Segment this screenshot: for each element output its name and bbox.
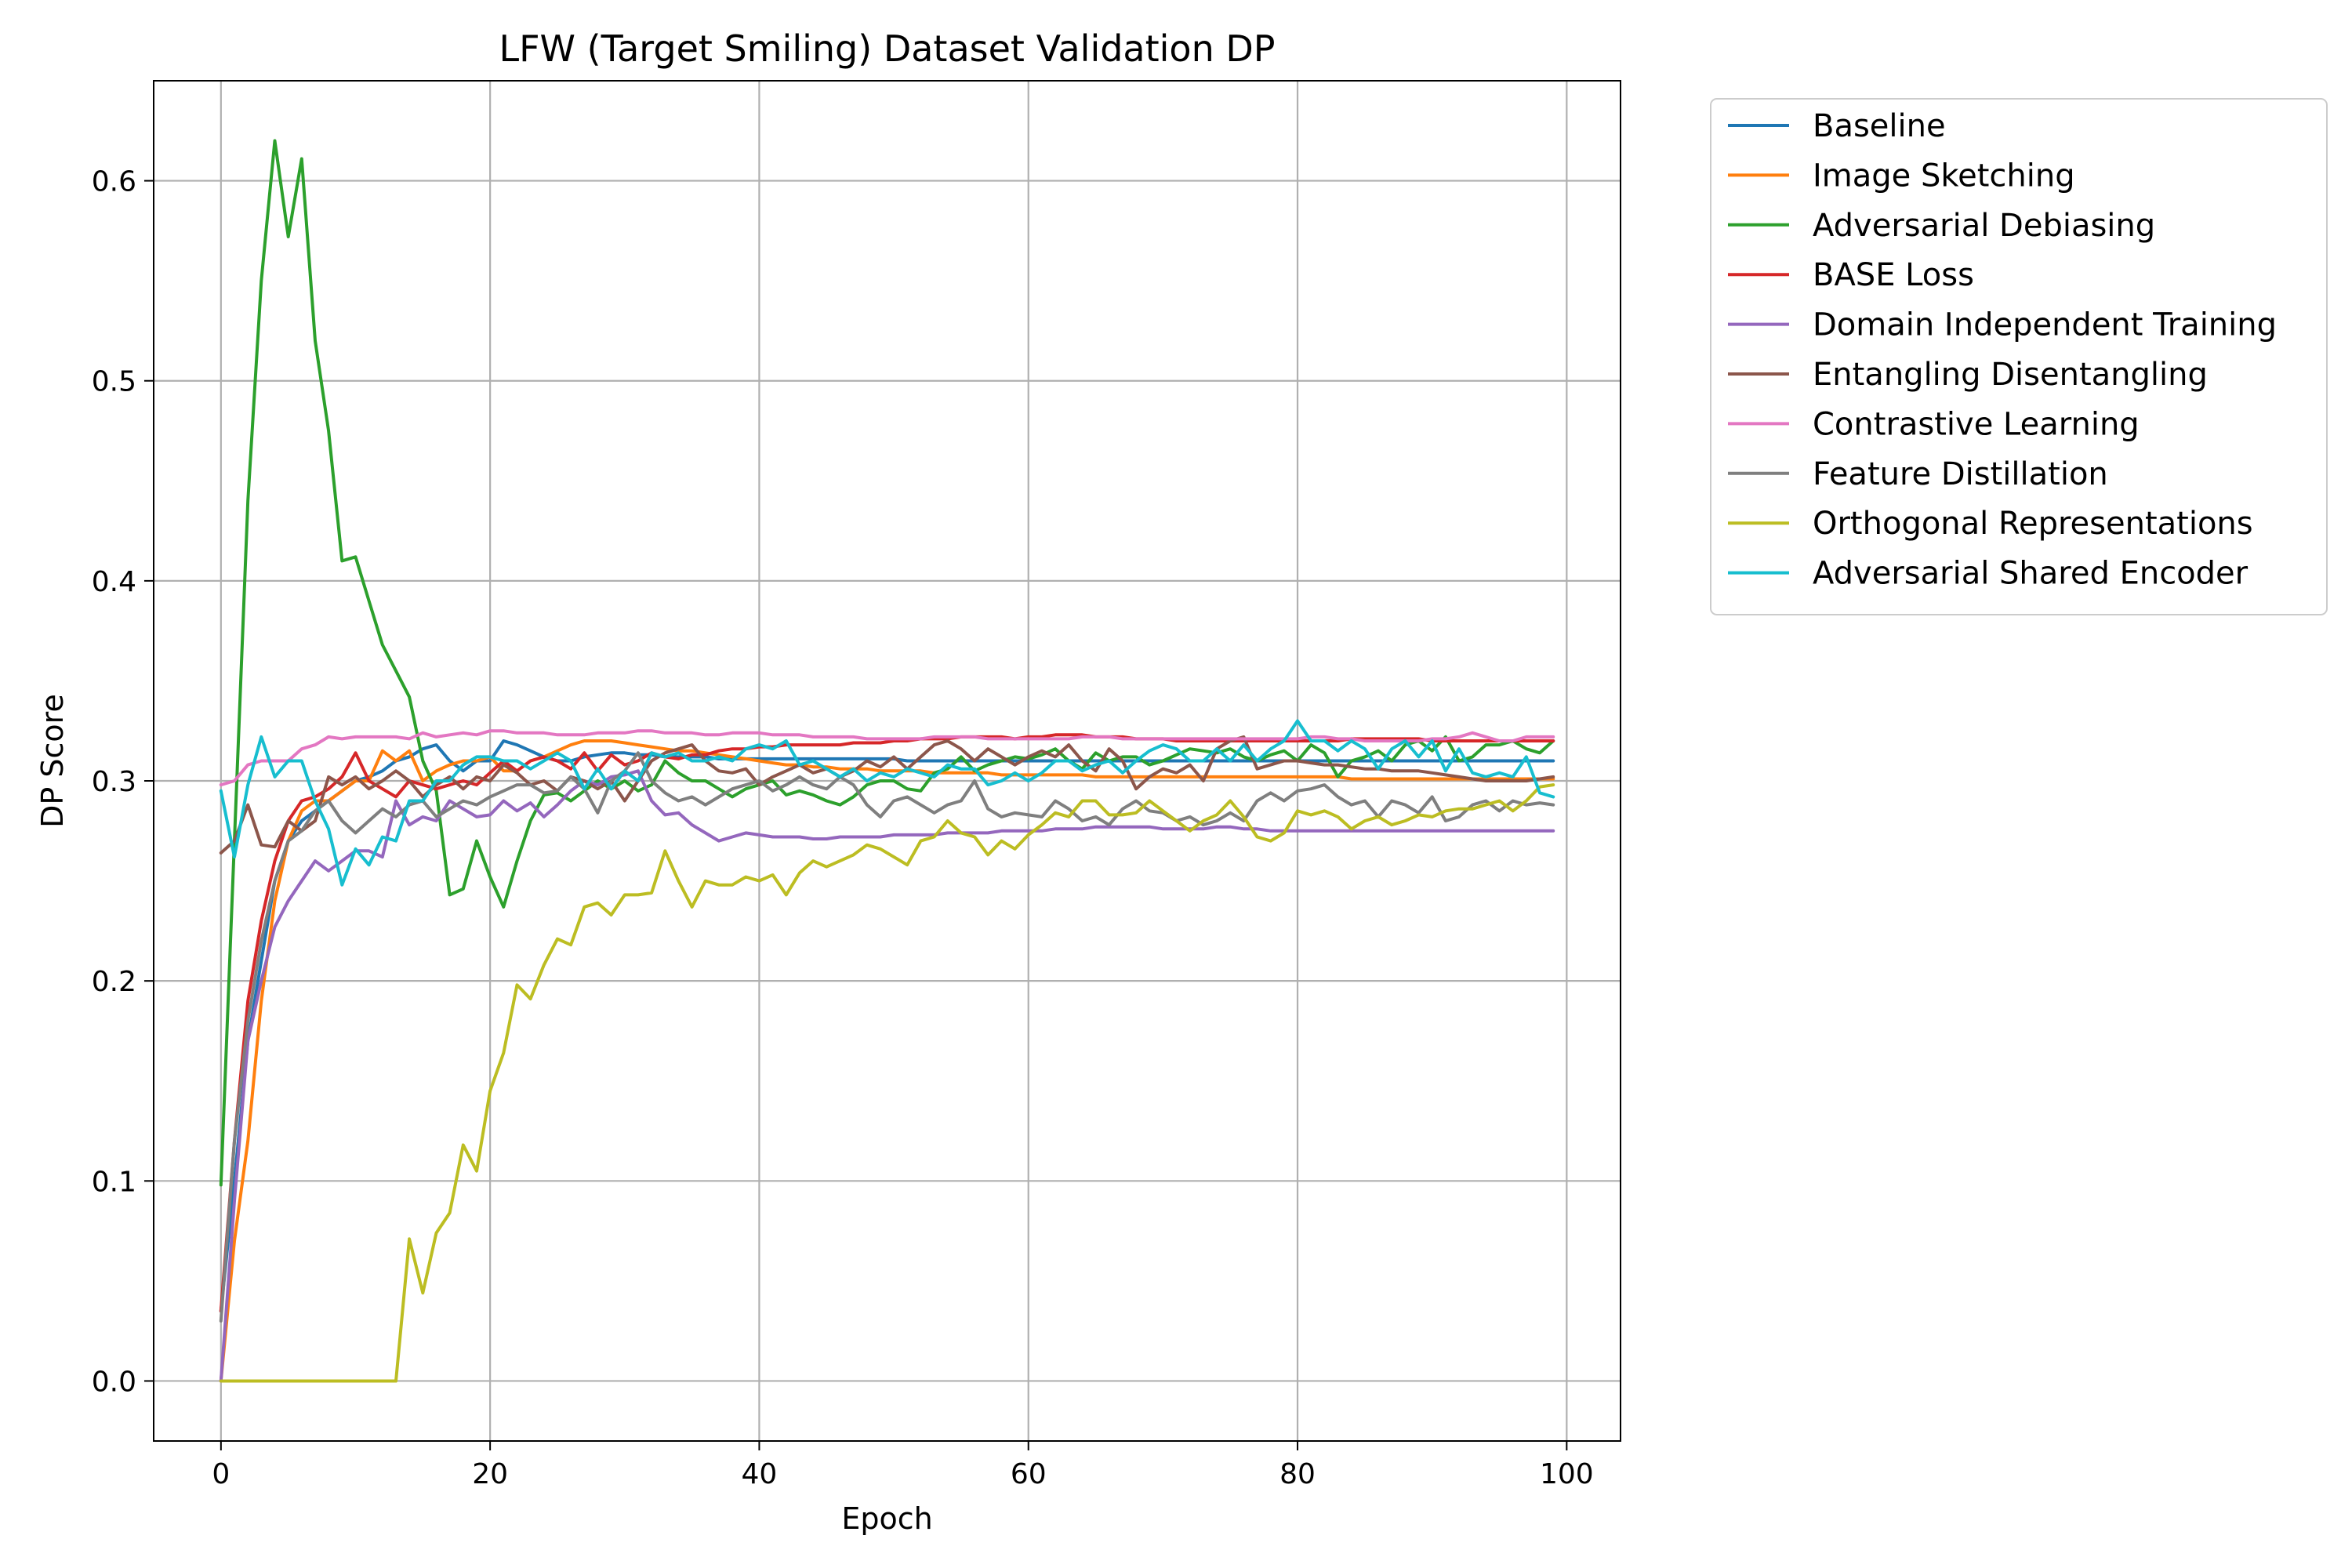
y-axis-ticks: 0.0 0.1 0.2 0.3 0.4 0.5 0.6 <box>92 166 154 1398</box>
series-line-adversarial-shared-encoder <box>219 719 1555 887</box>
y-tick-label: 0.3 <box>92 766 136 798</box>
legend-label-base-loss: BASE Loss <box>1813 257 1974 293</box>
legend-label-orthogonal-representations: Orthogonal Representations <box>1813 506 2253 542</box>
legend-label-contrastive-learning: Contrastive Learning <box>1813 406 2140 442</box>
y-tick-label: 0.5 <box>92 366 136 398</box>
x-axis-title: Epoch <box>841 1501 932 1536</box>
y-tick-label: 0.1 <box>92 1166 136 1198</box>
series-line-feature-distillation <box>219 751 1555 1323</box>
legend-label-entangling-disentangling: Entangling Disentangling <box>1813 357 2208 393</box>
legend-label-adversarial-shared-encoder: Adversarial Shared Encoder <box>1813 556 2249 592</box>
legend: Baseline Image Sketching Adversarial Debia… <box>1710 98 2328 615</box>
x-tick-label: 40 <box>742 1458 778 1490</box>
x-tick-label: 0 <box>212 1458 230 1490</box>
x-tick-label: 100 <box>1540 1458 1594 1490</box>
legend-label-feature-distillation: Feature Distillation <box>1813 456 2108 492</box>
series-line-base-loss <box>219 733 1555 1313</box>
y-tick-label: 0.4 <box>92 566 136 598</box>
series-line-baseline <box>219 739 1555 1313</box>
legend-label-adversarial-debiasing: Adversarial Debiasing <box>1813 208 2155 244</box>
y-tick-label: 0.0 <box>92 1366 136 1398</box>
x-axis-ticks: 0 20 40 60 80 100 <box>212 1441 1594 1490</box>
series-line-orthogonal-representations <box>219 783 1555 1383</box>
series-lines <box>219 139 1555 1383</box>
series-line-domain-independent-training <box>219 769 1555 1383</box>
y-tick-label: 0.6 <box>92 166 136 198</box>
chart-title: LFW (Target Smiling) Dataset Validation … <box>499 27 1275 70</box>
legend-label-baseline: Baseline <box>1813 108 1946 144</box>
legend-label-image-sketching: Image Sketching <box>1813 158 2075 194</box>
x-tick-label: 60 <box>1011 1458 1047 1490</box>
legend-label-domain-independent-training: Domain Independent Training <box>1813 307 2277 343</box>
plot-area-frame <box>153 80 1621 1442</box>
x-tick-label: 80 <box>1279 1458 1316 1490</box>
y-tick-label: 0.2 <box>92 966 136 998</box>
series-line-image-sketching <box>219 739 1555 1383</box>
legend-frame <box>1710 98 2328 615</box>
series-line-contrastive-learning <box>219 729 1555 787</box>
y-axis-title: DP Score <box>35 694 70 828</box>
x-tick-label: 20 <box>472 1458 508 1490</box>
